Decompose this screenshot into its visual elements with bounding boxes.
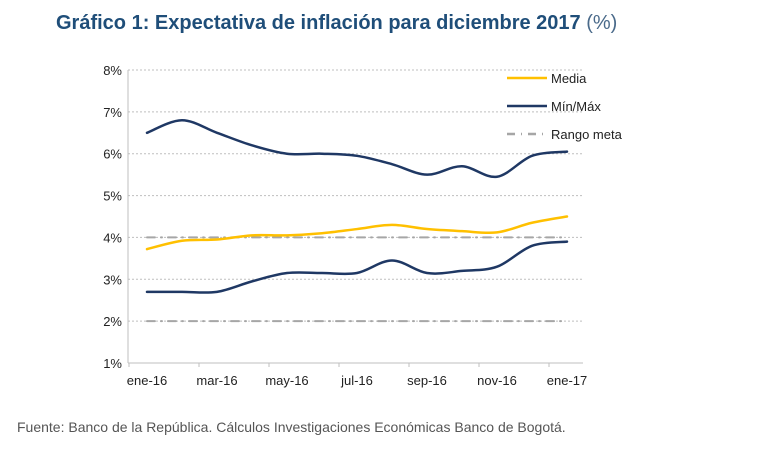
y-tick-label: 7% (103, 105, 122, 120)
x-tick-label: sep-16 (407, 373, 447, 388)
y-tick-label: 6% (103, 147, 122, 162)
x-tick-label: nov-16 (477, 373, 517, 388)
y-tick-label: 1% (103, 356, 122, 371)
y-tick-label: 4% (103, 230, 122, 245)
x-tick-label: may-16 (265, 373, 308, 388)
series-media-line (145, 215, 569, 251)
x-tick-label: ene-17 (547, 373, 587, 388)
series-m-n-m-x-max-line (145, 118, 569, 179)
x-tick-label: ene-16 (127, 373, 167, 388)
chart-title: Gráfico 1: Expectativa de inflación para… (56, 12, 618, 34)
legend-label: Media (551, 71, 587, 86)
legend-label: Mín/Máx (551, 99, 601, 114)
legend-label: Rango meta (551, 127, 623, 142)
chart-title-unit: (%) (586, 12, 618, 34)
y-tick-label: 2% (103, 314, 122, 329)
y-tick-label: 5% (103, 189, 122, 204)
series-m-n-m-x-min-line (145, 240, 569, 294)
y-tick-label: 8% (103, 63, 122, 78)
y-tick-label: 3% (103, 272, 122, 287)
source-note: Fuente: Banco de la República. Cálculos … (17, 419, 566, 435)
x-tick-label: mar-16 (196, 373, 237, 388)
x-tick-label: jul-16 (340, 373, 373, 388)
